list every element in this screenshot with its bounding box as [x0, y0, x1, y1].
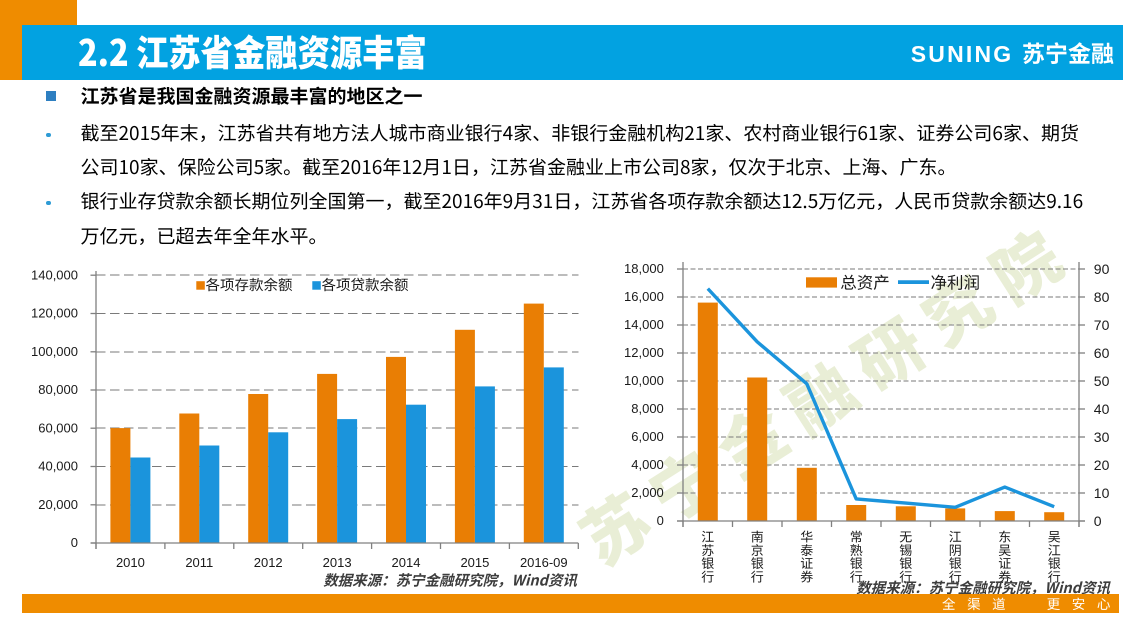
svg-text:50: 50: [1094, 373, 1110, 389]
svg-text:各项存款余额: 各项存款余额: [206, 274, 293, 295]
svg-text:80: 80: [1094, 289, 1110, 305]
svg-text:60: 60: [1094, 345, 1110, 361]
svg-text:2014: 2014: [392, 555, 421, 570]
svg-text:吴江银行: 吴江银行: [1048, 527, 1061, 586]
svg-text:总资产: 总资产: [840, 270, 890, 294]
svg-text:东吴证券: 东吴证券: [998, 527, 1011, 586]
svg-text:120,000: 120,000: [31, 306, 78, 321]
svg-text:2016-09: 2016-09: [520, 555, 568, 570]
svg-text:6,000: 6,000: [631, 429, 664, 444]
svg-text:14,000: 14,000: [624, 317, 664, 332]
svg-text:0: 0: [71, 535, 78, 550]
svg-text:60,000: 60,000: [38, 420, 78, 435]
svg-text:10: 10: [1094, 485, 1110, 501]
svg-text:2013: 2013: [323, 555, 352, 570]
svg-text:净利润: 净利润: [931, 270, 981, 294]
svg-text:70: 70: [1094, 317, 1110, 333]
svg-text:8,000: 8,000: [631, 401, 664, 416]
svg-text:20: 20: [1094, 457, 1110, 473]
svg-text:0: 0: [1094, 513, 1102, 529]
svg-text:16,000: 16,000: [624, 289, 664, 304]
svg-text:华泰证券: 华泰证券: [800, 527, 813, 586]
svg-text:数据来源：苏宁金融研究院，Wind资讯: 数据来源：苏宁金融研究院，Wind资讯: [856, 577, 1111, 598]
svg-text:江阴银行: 江阴银行: [949, 527, 962, 586]
svg-text:常熟银行: 常熟银行: [850, 527, 863, 586]
svg-text:数据来源：苏宁金融研究院，Wind资讯: 数据来源：苏宁金融研究院，Wind资讯: [323, 570, 578, 591]
svg-text:140,000: 140,000: [31, 267, 78, 282]
svg-text:2011: 2011: [185, 555, 213, 570]
svg-text:90: 90: [1094, 261, 1110, 277]
svg-text:2010: 2010: [116, 555, 145, 570]
svg-text:江苏银行: 江苏银行: [701, 527, 714, 586]
svg-text:100,000: 100,000: [31, 344, 78, 359]
svg-text:20,000: 20,000: [38, 497, 78, 512]
svg-text:2,000: 2,000: [631, 485, 664, 500]
svg-text:南京银行: 南京银行: [751, 527, 764, 586]
svg-text:各项贷款余额: 各项贷款余额: [322, 274, 409, 295]
svg-text:18,000: 18,000: [624, 261, 664, 276]
svg-text:80,000: 80,000: [38, 382, 78, 397]
svg-text:无锡银行: 无锡银行: [899, 527, 912, 586]
svg-text:0: 0: [657, 513, 664, 528]
svg-text:4,000: 4,000: [631, 457, 664, 472]
svg-text:40,000: 40,000: [38, 459, 78, 474]
svg-text:40: 40: [1094, 401, 1110, 417]
svg-text:10,000: 10,000: [624, 373, 664, 388]
svg-text:2012: 2012: [254, 555, 283, 570]
svg-text:12,000: 12,000: [624, 345, 664, 360]
svg-text:2015: 2015: [460, 555, 489, 570]
svg-text:30: 30: [1094, 429, 1110, 445]
